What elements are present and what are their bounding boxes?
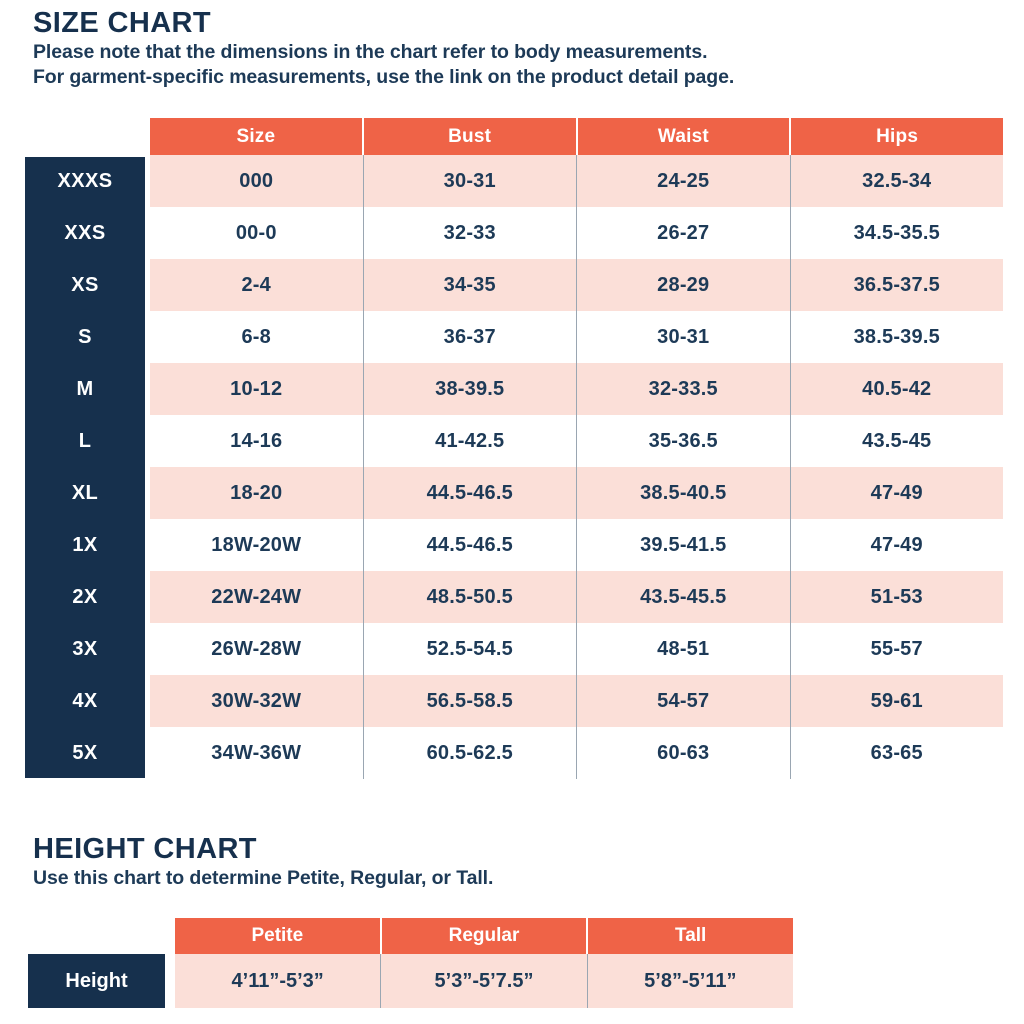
- table-row: 30W-32W 56.5-58.5 54-57 59-61: [150, 675, 1003, 727]
- size-label-xs: XS: [71, 273, 99, 296]
- cell-size: 18-20: [150, 467, 364, 519]
- height-table-row: 4’11”-5’3” 5’3”-5’7.5” 5’8”-5’11”: [175, 954, 793, 1008]
- cell-size: 6-8: [150, 311, 364, 363]
- table-row: 18W-20W 44.5-46.5 39.5-41.5 47-49: [150, 519, 1003, 571]
- cell-waist: 48-51: [577, 623, 791, 675]
- column-header-hips: Hips: [791, 118, 1003, 155]
- cell-size: 26W-28W: [150, 623, 364, 675]
- size-table-body: 000 30-31 24-25 32.5-34 00-0 32-33 26-27 34.5-3…: [150, 155, 1003, 779]
- height-row-label: Height: [28, 954, 165, 1008]
- table-row: 6-8 36-37 30-31 38.5-39.5: [150, 311, 1003, 363]
- table-row: 000 30-31 24-25 32.5-34: [150, 155, 1003, 207]
- table-row: 18-20 44.5-46.5 38.5-40.5 47-49: [150, 467, 1003, 519]
- table-row: 00-0 32-33 26-27 34.5-35.5: [150, 207, 1003, 259]
- size-label-3x: 3X: [72, 637, 98, 660]
- height-chart-table: Height Petite Regular Tall 4’11”-5’3” 5’…: [28, 918, 794, 1008]
- size-chart-table: Size Bust Waist Hips 000 30-31 24-25 32.5-3…: [25, 118, 1003, 779]
- cell-waist: 26-27: [577, 207, 791, 259]
- size-label-5x: 5X: [72, 741, 98, 764]
- cell-hips: 51-53: [790, 571, 1003, 623]
- cell-hips: 34.5-35.5: [790, 207, 1003, 259]
- height-table-header-row: Petite Regular Tall: [175, 918, 794, 954]
- size-label-m: M: [76, 377, 94, 400]
- cell-size: 00-0: [150, 207, 364, 259]
- cell-waist: 30-31: [577, 311, 791, 363]
- column-header-tall: Tall: [588, 918, 794, 954]
- size-label-xxs: XXS: [64, 221, 106, 244]
- cell-hips: 32.5-34: [790, 155, 1003, 207]
- height-value-petite: 4’11”-5’3”: [175, 954, 382, 1008]
- size-label-rail: [25, 157, 145, 778]
- size-label-1x: 1X: [72, 533, 98, 556]
- cell-size: 18W-20W: [150, 519, 364, 571]
- cell-waist: 43.5-45.5: [577, 571, 791, 623]
- cell-hips: 43.5-45: [790, 415, 1003, 467]
- cell-hips: 47-49: [790, 519, 1003, 571]
- height-chart-title: HEIGHT CHART: [33, 833, 257, 865]
- cell-bust: 32-33: [363, 207, 577, 259]
- cell-waist: 39.5-41.5: [577, 519, 791, 571]
- table-row: 2-4 34-35 28-29 36.5-37.5: [150, 259, 1003, 311]
- table-row: 22W-24W 48.5-50.5 43.5-45.5 51-53: [150, 571, 1003, 623]
- cell-bust: 44.5-46.5: [363, 519, 577, 571]
- cell-size: 14-16: [150, 415, 364, 467]
- size-chart-title: SIZE CHART: [33, 7, 211, 39]
- size-label-xl: XL: [71, 481, 99, 504]
- cell-hips: 47-49: [790, 467, 1003, 519]
- size-table-grid: Size Bust Waist Hips 000 30-31 24-25 32.5-3…: [150, 118, 1003, 779]
- column-header-size: Size: [150, 118, 364, 155]
- height-value-regular: 5’3”-5’7.5”: [381, 954, 588, 1008]
- cell-bust: 36-37: [363, 311, 577, 363]
- table-row: 34W-36W 60.5-62.5 60-63 63-65: [150, 727, 1003, 779]
- table-row: 26W-28W 52.5-54.5 48-51 55-57: [150, 623, 1003, 675]
- size-chart-description-line1: Please note that the dimensions in the c…: [33, 41, 708, 63]
- column-header-waist: Waist: [577, 118, 792, 155]
- cell-hips: 36.5-37.5: [790, 259, 1003, 311]
- size-label-l: L: [78, 429, 92, 452]
- size-label-2x: 2X: [72, 585, 98, 608]
- cell-size: 30W-32W: [150, 675, 364, 727]
- cell-size: 10-12: [150, 363, 364, 415]
- cell-bust: 60.5-62.5: [363, 727, 577, 779]
- cell-waist: 32-33.5: [577, 363, 791, 415]
- cell-hips: 40.5-42: [790, 363, 1003, 415]
- size-label-s: S: [78, 325, 92, 348]
- height-value-tall: 5’8”-5’11”: [587, 954, 793, 1008]
- cell-bust: 38-39.5: [363, 363, 577, 415]
- height-table-grid: Petite Regular Tall 4’11”-5’3” 5’3”-5’7.…: [175, 918, 794, 1008]
- column-header-bust: Bust: [363, 118, 578, 155]
- table-row: 14-16 41-42.5 35-36.5 43.5-45: [150, 415, 1003, 467]
- cell-hips: 59-61: [790, 675, 1003, 727]
- cell-bust: 41-42.5: [363, 415, 577, 467]
- size-label-xxxs: XXXS: [57, 169, 113, 192]
- cell-waist: 35-36.5: [577, 415, 791, 467]
- cell-waist: 28-29: [577, 259, 791, 311]
- table-row: 10-12 38-39.5 32-33.5 40.5-42: [150, 363, 1003, 415]
- cell-hips: 63-65: [790, 727, 1003, 779]
- cell-bust: 52.5-54.5: [363, 623, 577, 675]
- cell-hips: 38.5-39.5: [790, 311, 1003, 363]
- cell-bust: 56.5-58.5: [363, 675, 577, 727]
- cell-size: 34W-36W: [150, 727, 364, 779]
- size-label-4x: 4X: [72, 689, 98, 712]
- cell-waist: 24-25: [577, 155, 791, 207]
- cell-waist: 38.5-40.5: [577, 467, 791, 519]
- column-header-regular: Regular: [381, 918, 589, 954]
- cell-bust: 34-35: [363, 259, 577, 311]
- size-chart-description-line2: For garment-specific measurements, use t…: [33, 66, 735, 89]
- size-table-header-row: Size Bust Waist Hips: [150, 118, 1003, 155]
- cell-bust: 30-31: [363, 155, 577, 207]
- cell-bust: 44.5-46.5: [363, 467, 577, 519]
- cell-hips: 55-57: [790, 623, 1003, 675]
- cell-size: 000: [150, 155, 364, 207]
- column-header-petite: Petite: [175, 918, 382, 954]
- cell-size: 2-4: [150, 259, 364, 311]
- cell-bust: 48.5-50.5: [363, 571, 577, 623]
- size-chart-description: Please note that the dimensions in the c…: [33, 40, 1023, 91]
- cell-size: 22W-24W: [150, 571, 364, 623]
- cell-waist: 60-63: [577, 727, 791, 779]
- cell-waist: 54-57: [577, 675, 791, 727]
- height-chart-description: Use this chart to determine Petite, Regu…: [33, 867, 494, 889]
